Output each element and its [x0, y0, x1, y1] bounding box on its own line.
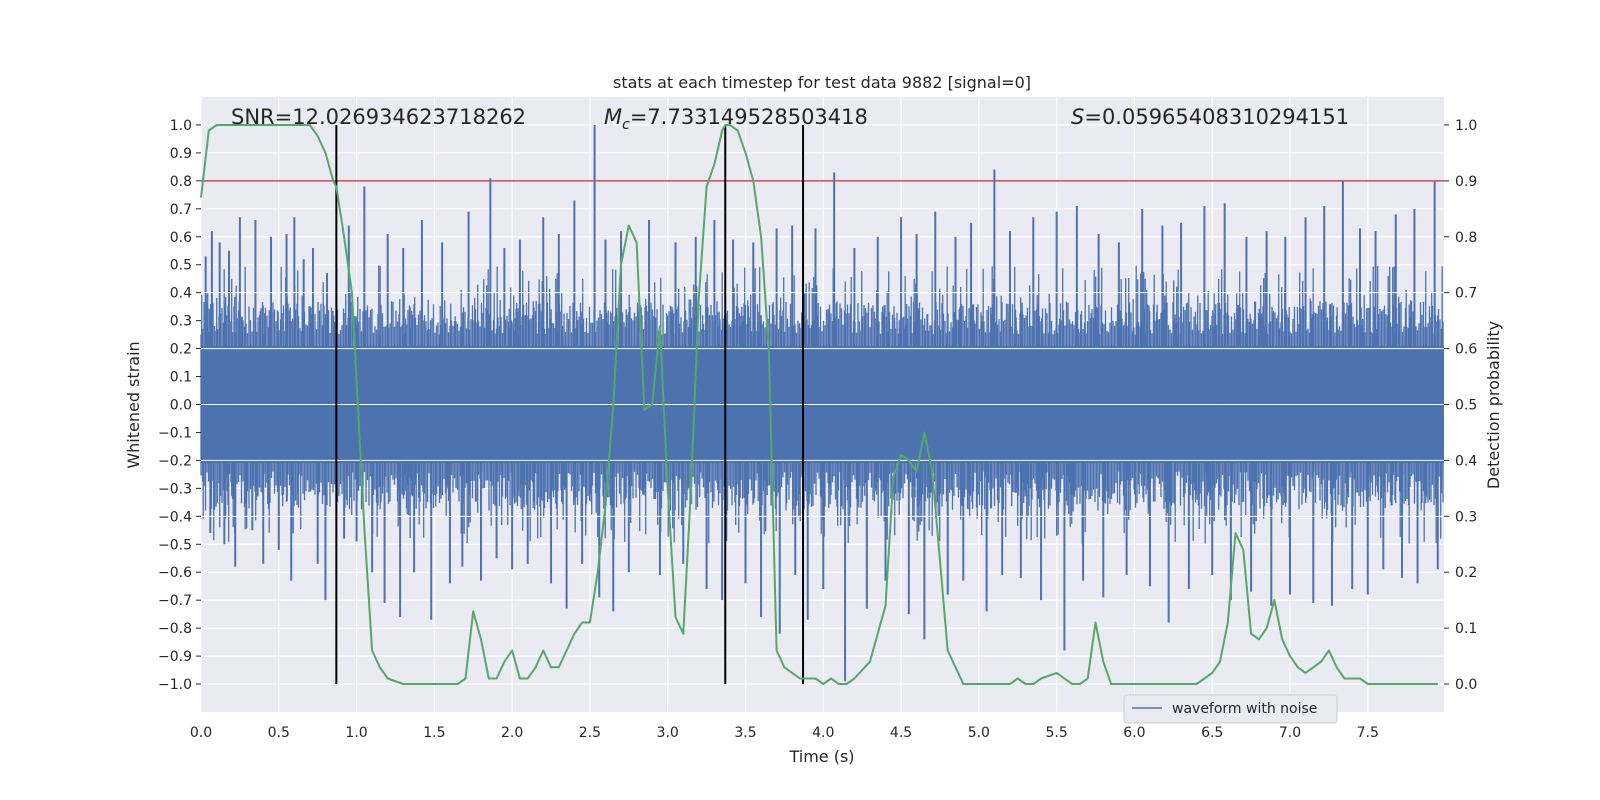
s-statistic-annotation: S=0.05965408310294151: [1071, 105, 1349, 129]
x-tick-label: 6.0: [1123, 725, 1145, 741]
x-tick-label: 5.0: [968, 725, 990, 741]
y-right-tick-label: 0.0: [1455, 677, 1477, 693]
y-right-tick-label: 0.6: [1455, 342, 1477, 358]
y-right-tick-label: 0.8: [1455, 230, 1477, 246]
chirp-mass-annotation: Mc=7.733149528503418: [604, 105, 868, 133]
y-left-tick-label: −0.6: [158, 565, 192, 581]
x-tick-label: 5.5: [1045, 725, 1067, 741]
x-tick-label: 0.0: [190, 725, 212, 741]
chart-overlays: [201, 124, 1444, 685]
y-left-tick-label: 0.6: [170, 230, 192, 246]
legend: waveform with noise: [1123, 694, 1338, 724]
y-right-tick-labels: 1.0 0.9 0.8 0.7 0.6 0.5 0.4 0.3 0.2 0.1 0.0: [1444, 118, 1477, 693]
x-tick-label: 2.0: [501, 725, 523, 741]
y-left-tick-labels: 1.0 0.9 0.8 0.7 0.6 0.5 0.4 0.3 0.2 0.1 0.0 −0.1 −0.…: [158, 118, 201, 693]
x-tick-label: 4.0: [812, 725, 834, 741]
y-left-tick-label: −0.1: [158, 425, 192, 441]
y-left-tick-label: −0.2: [158, 453, 192, 469]
y-left-tick-label: 1.0: [170, 118, 192, 134]
y-right-tick-label: 0.3: [1455, 509, 1477, 525]
y-left-tick-label: −0.8: [158, 621, 192, 637]
y-left-tick-label: 0.3: [170, 314, 192, 330]
waveform-series: [200, 124, 1444, 682]
y-left-tick-label: −0.3: [158, 481, 192, 497]
y-right-tick-label: 0.2: [1455, 565, 1477, 581]
y-right-tick-label: 0.5: [1455, 398, 1477, 414]
y-right-tick-label: 0.1: [1455, 621, 1477, 637]
y-left-tick-label: 0.5: [170, 258, 192, 274]
y-left-tick-label: −1.0: [158, 677, 192, 693]
y-left-tick-label: 0.7: [170, 202, 192, 218]
s-statistic-symbol: S: [1071, 105, 1084, 129]
chirp-mass-subscript: c: [622, 117, 630, 133]
chirp-mass-symbol: M: [604, 105, 622, 129]
x-tick-label: 1.5: [423, 725, 445, 741]
x-tick-label: 4.5: [890, 725, 912, 741]
x-tick-label: 3.0: [657, 725, 679, 741]
y-left-tick-label: 0.2: [170, 342, 192, 358]
chart-title: stats at each timestep for test data 988…: [613, 73, 1031, 92]
x-tick-label: 1.0: [345, 725, 367, 741]
legend-label: waveform with noise: [1172, 701, 1317, 717]
y-right-tick-label: 0.7: [1455, 286, 1477, 302]
x-tick-label: 0.5: [268, 725, 290, 741]
y-left-tick-label: 0.8: [170, 174, 192, 190]
y-left-tick-label: −0.5: [158, 537, 192, 553]
x-tick-label: 7.5: [1357, 725, 1379, 741]
x-tick-label: 3.5: [734, 725, 756, 741]
s-statistic-value: =0.05965408310294151: [1084, 105, 1349, 129]
probability-series: [200, 124, 1438, 685]
y-right-axis-label: Detection probability: [1484, 321, 1503, 489]
x-axis-label: Time (s): [788, 747, 854, 766]
x-tick-labels: 0.0 0.5 1.0 1.5 2.0 2.5 3.0 3.5 4.0 4.5 5.0 5.5 6.0 6…: [190, 725, 1379, 741]
y-left-axis-label: Whitened strain: [124, 341, 143, 468]
y-left-tick-label: 0.4: [170, 286, 192, 302]
y-left-tick-label: −0.9: [158, 649, 192, 665]
x-tick-label: 7.0: [1279, 725, 1301, 741]
snr-annotation: SNR=12.026934623718262: [231, 105, 526, 129]
y-left-tick-label: 0.0: [170, 398, 192, 414]
legend-box: [1123, 694, 1338, 724]
chirp-mass-value: =7.733149528503418: [630, 105, 868, 129]
y-right-tick-label: 0.4: [1455, 453, 1477, 469]
detection-probability-line: [200, 124, 1438, 685]
y-left-tick-label: 0.9: [170, 146, 192, 162]
y-left-tick-label: 0.1: [170, 370, 192, 386]
y-left-tick-label: −0.7: [158, 593, 192, 609]
x-tick-label: 2.5: [579, 725, 601, 741]
y-right-tick-label: 0.9: [1455, 174, 1477, 190]
x-tick-label: 6.5: [1201, 725, 1223, 741]
y-left-tick-label: −0.4: [158, 509, 192, 525]
y-right-tick-label: 1.0: [1455, 118, 1477, 134]
